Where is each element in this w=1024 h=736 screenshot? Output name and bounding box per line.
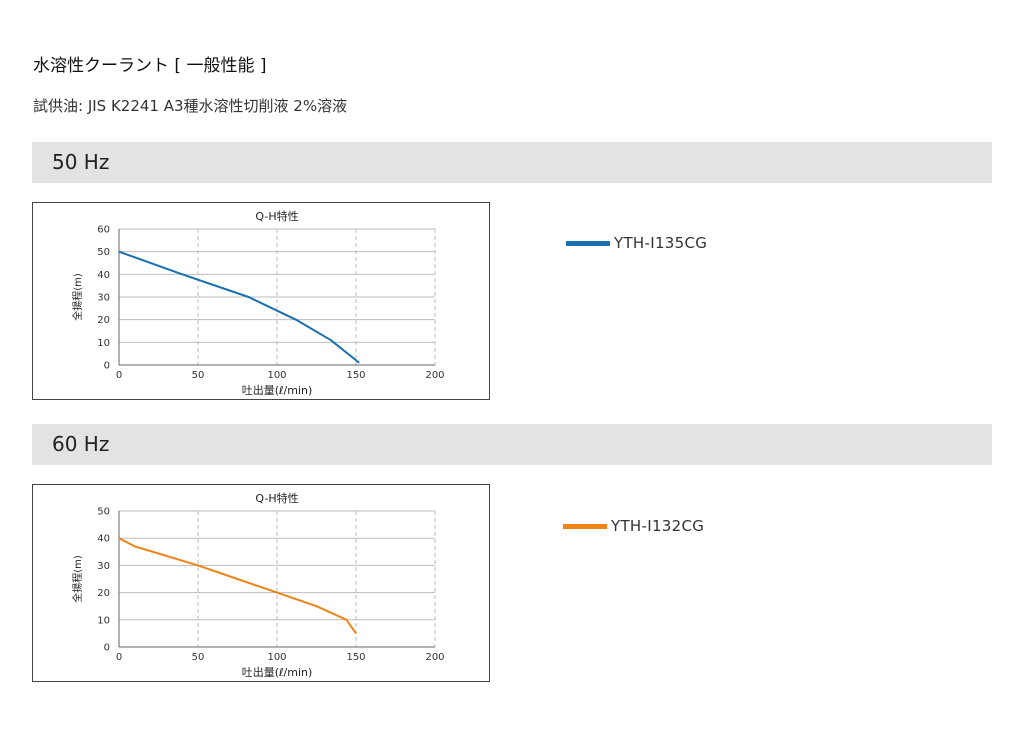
y-tick-label: 20: [97, 315, 110, 326]
x-tick-label: 50: [192, 652, 205, 663]
y-axis-label: 全揚程(m): [71, 273, 84, 321]
y-tick-label: 50: [97, 247, 110, 258]
y-tick-label: 10: [97, 338, 110, 349]
x-tick-label: 200: [425, 652, 444, 663]
y-tick-label: 30: [97, 561, 110, 572]
x-axis-label: 吐出量(ℓ/min): [242, 383, 313, 397]
x-tick-label: 200: [425, 370, 444, 381]
page-title: 水溶性クーラント [ 一般性能 ]: [33, 56, 267, 76]
chart-title: Q-H特性: [255, 491, 298, 505]
page-subtitle: 試供油: JIS K2241 A3種水溶性切削液 2%溶液: [33, 97, 348, 115]
x-axis-label: 吐出量(ℓ/min): [242, 665, 313, 679]
y-tick-label: 10: [97, 615, 110, 626]
y-tick-label: 50: [97, 507, 110, 518]
section-header-60hz: 60 Hz: [32, 424, 992, 465]
x-tick-label: 100: [267, 652, 286, 663]
legend-label-50hz: YTH-I135CG: [614, 234, 708, 252]
legend-swatch-60hz: [563, 523, 607, 529]
section-header-50hz: 50 Hz: [32, 142, 992, 183]
y-axis-label: 全揚程(m): [71, 555, 84, 603]
legend-50hz: YTH-I135CG: [566, 233, 707, 253]
x-tick-label: 100: [267, 370, 286, 381]
y-tick-label: 60: [97, 225, 110, 236]
y-tick-label: 20: [97, 588, 110, 599]
legend-swatch-50hz: [566, 240, 610, 246]
legend-label-60hz: YTH-I132CG: [611, 517, 705, 535]
chart-panel-50hz: 0 10 20 30 40 50 60 0 50 100 150 200 Q-H特性吐出量(ℓ/min)…: [32, 202, 490, 400]
legend-60hz: YTH-I132CG: [563, 516, 704, 536]
series-line: [118, 537, 357, 634]
x-tick-label: 150: [346, 652, 365, 663]
y-tick-label: 0: [104, 643, 110, 654]
y-tick-label: 30: [97, 293, 110, 304]
x-tick-label: 150: [346, 370, 365, 381]
series-line: [118, 250, 360, 364]
y-tick-label: 0: [104, 361, 110, 372]
qh-chart-50hz: 0 10 20 30 40 50 60 0 50 100 150 200 Q-H特性吐出量(ℓ/min)…: [71, 209, 445, 397]
x-tick-label: 0: [116, 370, 122, 381]
y-tick-label: 40: [97, 534, 110, 545]
y-tick-label: 40: [97, 270, 110, 281]
chart-panel-60hz: 0 10 20 30 40 50 0 50 100 150 200 Q-H特性吐出量(ℓ/min) 全揚…: [32, 484, 490, 682]
chart-title: Q-H特性: [255, 209, 298, 223]
x-tick-label: 50: [192, 370, 205, 381]
x-tick-label: 0: [116, 652, 122, 663]
